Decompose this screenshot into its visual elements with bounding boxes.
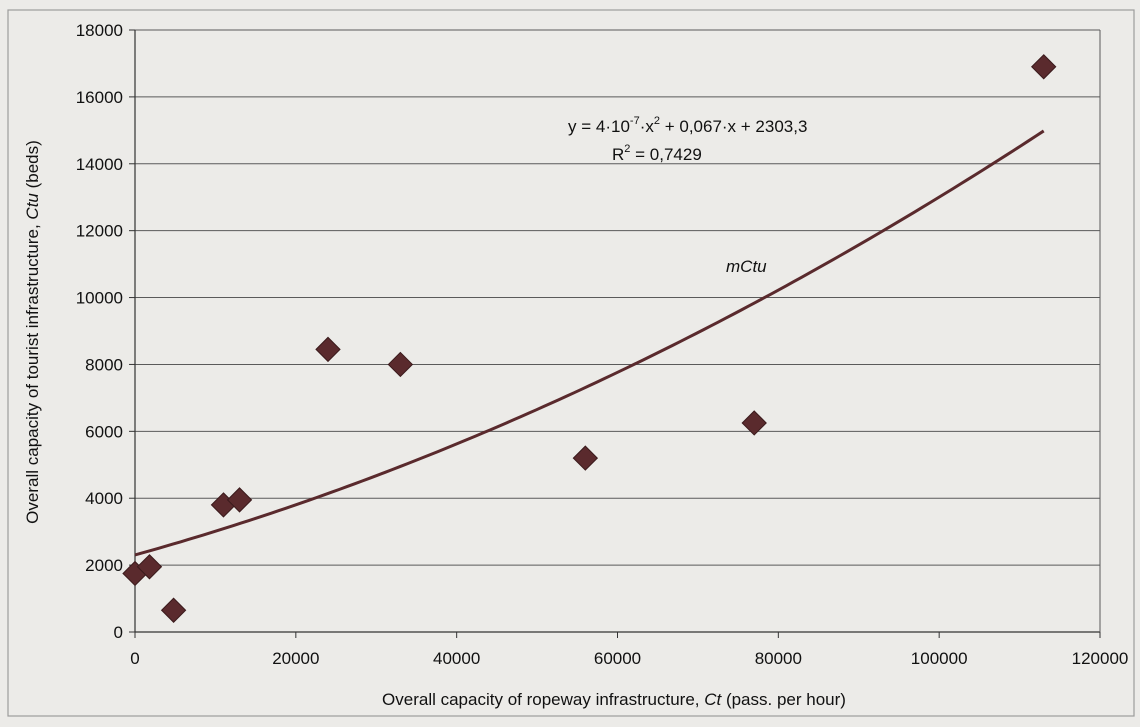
x-axis-label: Overall capacity of ropeway infrastructu… xyxy=(382,690,846,709)
x-tick-label: 40000 xyxy=(433,649,480,668)
y-tick-label: 2000 xyxy=(85,556,123,575)
data-points xyxy=(122,54,1057,623)
data-point-10 xyxy=(1031,54,1057,80)
x-tick-label: 60000 xyxy=(594,649,641,668)
x-tick-label: 0 xyxy=(130,649,139,668)
trendline-label: mCtu xyxy=(726,257,767,276)
y-axis-label: Overall capacity of tourist infrastructu… xyxy=(23,140,42,524)
x-tick-label: 100000 xyxy=(911,649,968,668)
trendline xyxy=(134,129,1045,557)
data-point-9 xyxy=(741,410,767,436)
y-tick-label: 12000 xyxy=(76,222,123,241)
y-tick-label: 4000 xyxy=(85,489,123,508)
data-point-6 xyxy=(315,336,341,363)
data-point-2 xyxy=(136,554,163,580)
x-tick-label: 120000 xyxy=(1072,649,1129,668)
y-tick-labels: 0 2000 4000 6000 8000 10000 12000 14000 16000 180… xyxy=(76,21,123,642)
trendline-curve xyxy=(134,129,1045,557)
x-tick-label: 80000 xyxy=(755,649,802,668)
chart-frame xyxy=(7,9,1135,717)
data-point-7 xyxy=(387,351,414,378)
x-tick-labels: 0 20000 40000 60000 80000 100000 120000 xyxy=(130,649,1128,668)
y-tick-label: 10000 xyxy=(76,289,123,308)
y-tick-label: 16000 xyxy=(76,88,123,107)
data-point-5 xyxy=(226,487,253,513)
y-tick-label: 0 xyxy=(114,623,123,642)
y-tick-label: 18000 xyxy=(76,21,123,40)
y-tick-label: 8000 xyxy=(85,355,123,374)
r-squared-label: R2 = 0,7429 xyxy=(612,143,702,164)
axes xyxy=(129,29,1101,638)
x-tick-label: 20000 xyxy=(272,649,319,668)
data-point-3 xyxy=(160,597,187,623)
y-tick-label: 6000 xyxy=(85,422,123,441)
equation-label: y = 4·10-7·x2 + 0,067·x + 2303,3 xyxy=(568,115,807,136)
data-point-8 xyxy=(572,445,599,471)
y-tick-label: 14000 xyxy=(76,155,123,174)
